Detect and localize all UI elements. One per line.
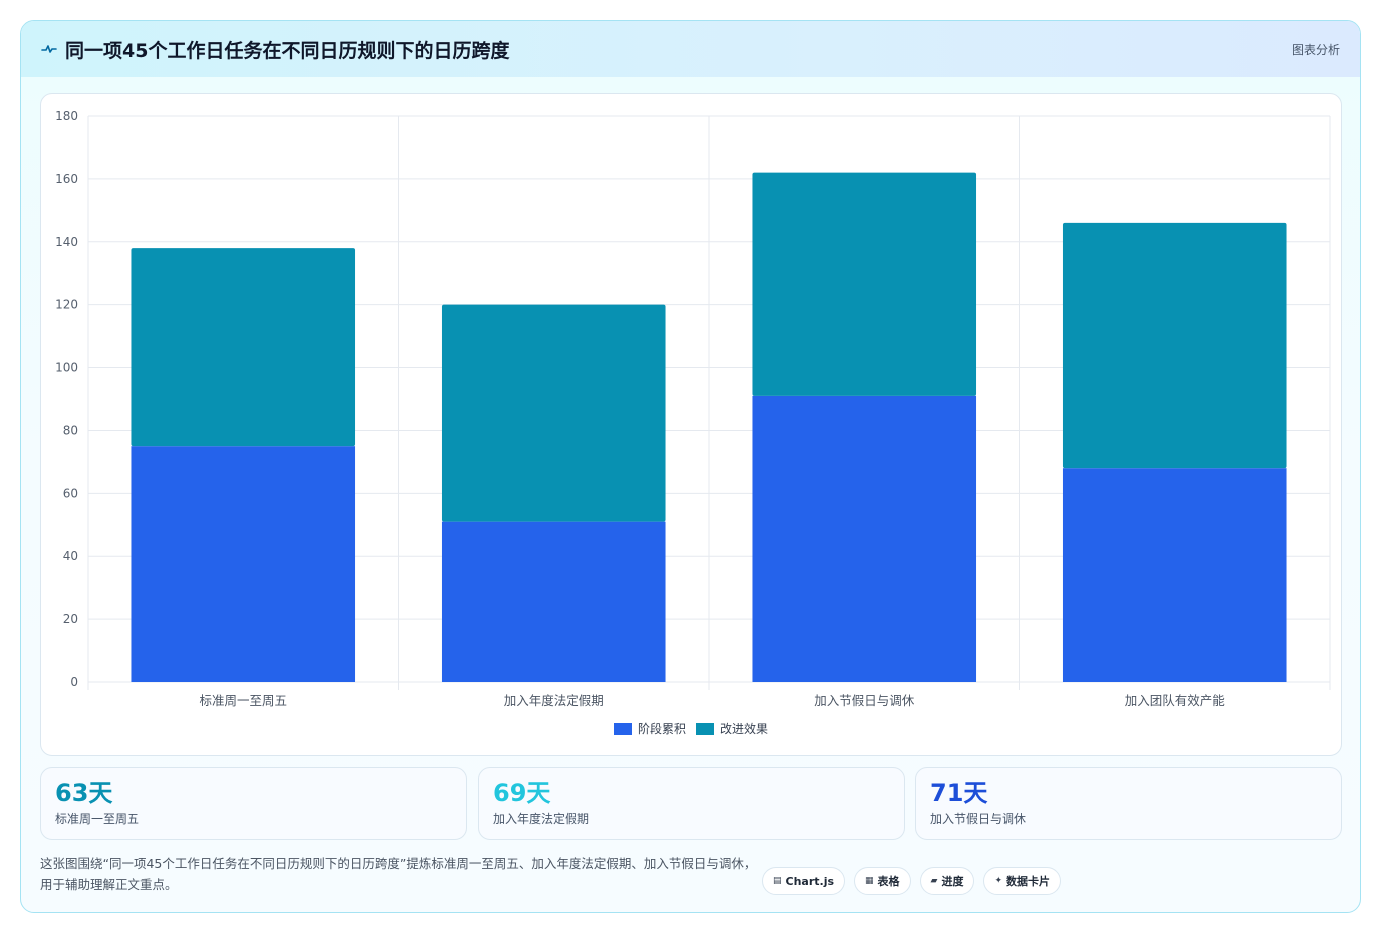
pulse-icon (41, 45, 57, 53)
y-tick-label: 40 (63, 549, 78, 563)
stat-value: 69天 (493, 779, 551, 807)
y-tick-label: 80 (63, 423, 78, 437)
y-tick-label: 180 (55, 109, 78, 123)
header-tag: 图表分析 (1291, 42, 1340, 57)
stacked-bar-chart: 0 20 40 60 80 100 120 140 160 180 标准周一至周五 加入年度法定假期 加… (55, 109, 1331, 708)
stat-card-3: 71天 加入节假日与调休 (915, 767, 1342, 840)
chip-data-cards[interactable]: ✦ 数据卡片 (983, 867, 1062, 895)
chip-label: 数据卡片 (1006, 875, 1051, 888)
stat-value: 63天 (55, 779, 113, 807)
bar-segment-2 (752, 172, 977, 396)
bar-segment-2 (441, 304, 666, 522)
chart-description: 这张图围绕“同一项45个工作日任务在不同日历规则下的日历跨度”提炼标准周一至周五… (40, 856, 757, 892)
y-tick-label: 20 (63, 612, 78, 626)
y-tick-label: 60 (63, 486, 78, 500)
stat-label: 标准周一至周五 (55, 812, 140, 826)
stat-card-2: 69天 加入年度法定假期 (478, 767, 905, 840)
bar-segment-2 (131, 248, 356, 447)
x-category-label: 加入团队有效产能 (1125, 693, 1226, 708)
stat-label: 加入节假日与调休 (930, 812, 1027, 826)
legend-swatch-series-1 (613, 722, 632, 735)
chip-table[interactable]: ▦ 表格 (854, 867, 911, 895)
legend-label-series-1: 阶段累积 (637, 722, 686, 736)
y-tick-label: 140 (55, 235, 78, 249)
bar-segment-2 (1062, 222, 1287, 469)
chart-card: 0 20 40 60 80 100 120 140 160 180 标准周一至周五 加入年度法定假期 加… (40, 93, 1342, 756)
chart-legend: 阶段累积 改进效果 (41, 720, 1341, 737)
x-category-label: 加入节假日与调休 (814, 693, 915, 708)
x-category-label: 标准周一至周五 (199, 693, 287, 708)
legend-swatch-series-2 (696, 722, 714, 735)
y-tick-label: 0 (70, 675, 78, 689)
bar-segment-1 (752, 395, 977, 682)
chip-label: 表格 (877, 875, 900, 888)
stat-value: 71天 (930, 779, 988, 807)
legend-item-series-2[interactable]: 改进效果 (696, 720, 768, 737)
legend-label-series-2: 改进效果 (720, 722, 769, 736)
report-card: 同一项45个工作日任务在不同日历规则下的日历跨度 图表分析 0 20 40 60 80 1… (20, 20, 1361, 913)
tag-chips: ▤ Chart.js ▦ 表格 ▰ 进度 ✦ 数据卡片 (762, 867, 1062, 895)
progress-icon: ▰ (930, 876, 938, 886)
y-tick-label: 160 (55, 172, 78, 186)
legend-item-series-1[interactable]: 阶段累积 (613, 720, 686, 737)
stat-label: 加入年度法定假期 (493, 812, 590, 826)
chip-label: Chart.js (785, 874, 835, 888)
bar-segment-1 (441, 521, 666, 682)
card-header: 同一项45个工作日任务在不同日历规则下的日历跨度 图表分析 (21, 21, 1360, 77)
chip-chartjs[interactable]: ▤ Chart.js (762, 867, 846, 895)
table-icon: ▦ (865, 876, 874, 886)
bar-segment-1 (131, 446, 356, 682)
bar-segment-1 (1062, 468, 1287, 682)
x-category-label: 加入年度法定假期 (504, 693, 604, 708)
y-tick-label: 120 (55, 298, 78, 312)
sparkle-icon: ✦ (994, 876, 1003, 886)
chip-progress[interactable]: ▰ 进度 (919, 867, 975, 895)
chart-icon: ▤ (773, 876, 782, 886)
page-title: 同一项45个工作日任务在不同日历规则下的日历跨度 (65, 39, 510, 62)
stat-card-1: 63天 标准周一至周五 (40, 767, 467, 840)
y-tick-label: 100 (55, 361, 78, 375)
chip-label: 进度 (941, 875, 964, 888)
